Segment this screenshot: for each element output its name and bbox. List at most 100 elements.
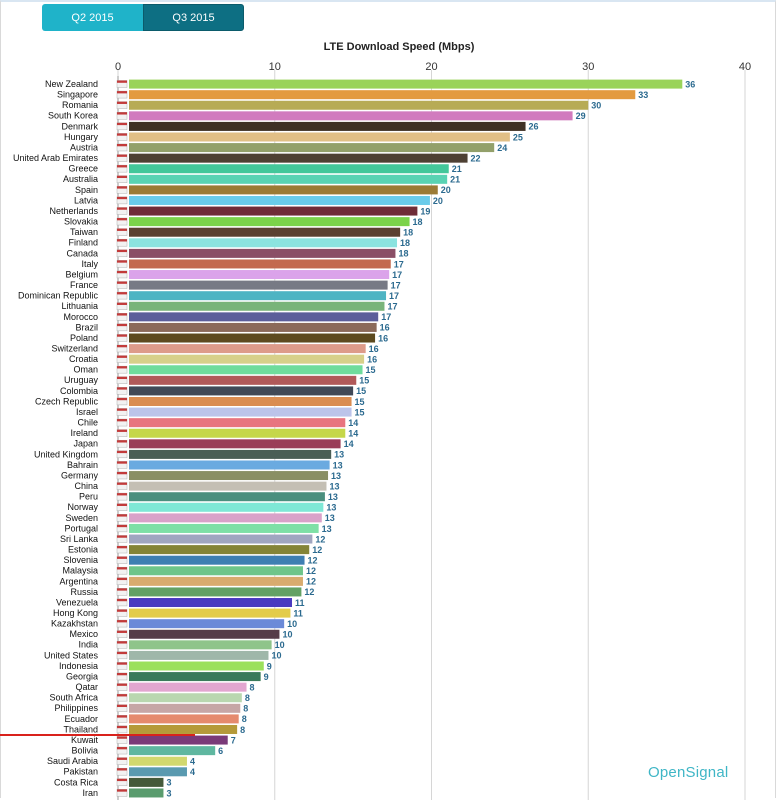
category-label: Malaysia — [62, 566, 98, 576]
flag-stripe-icon — [117, 408, 127, 411]
flag-stripe-icon — [117, 503, 127, 506]
bar — [129, 471, 329, 481]
flag-stripe-icon — [117, 725, 127, 729]
flag-stripe-icon — [117, 736, 127, 739]
bar — [129, 397, 352, 406]
category-label: Saudi Arabia — [47, 756, 98, 766]
bar — [129, 746, 216, 756]
data-label: 13 — [329, 481, 339, 491]
bar — [129, 566, 303, 576]
flag-stripe-icon — [117, 207, 127, 210]
data-label: 18 — [400, 238, 410, 248]
bar — [129, 100, 589, 110]
data-label: 15 — [359, 376, 369, 386]
category-label: Ireland — [70, 428, 98, 438]
flag-stripe-icon — [117, 366, 127, 369]
category-label: Kazakhstan — [51, 619, 98, 629]
category-label: Austria — [70, 142, 98, 152]
bar — [129, 650, 269, 660]
flag-stripe-icon — [117, 588, 127, 591]
flag-stripe-icon — [117, 715, 127, 718]
category-label: South Africa — [49, 693, 98, 703]
data-label: 12 — [308, 556, 318, 566]
flag-stripe-icon — [117, 747, 127, 750]
category-label: Qatar — [75, 682, 98, 692]
category-label: Poland — [70, 333, 98, 343]
bar — [129, 693, 242, 703]
data-label: 16 — [369, 344, 379, 354]
category-label: Argentina — [59, 576, 98, 586]
tab-q2-2015[interactable]: Q2 2015 — [42, 4, 143, 31]
category-label: New Zealand — [45, 79, 98, 89]
data-label: 17 — [389, 291, 399, 301]
flag-stripe-icon — [117, 704, 127, 708]
category-label: Sweden — [65, 513, 98, 523]
flag-stripe-icon — [117, 355, 127, 358]
data-label: 17 — [394, 259, 404, 269]
bar — [129, 682, 247, 692]
flag-stripe-icon — [117, 450, 127, 454]
category-label: Brazil — [75, 322, 98, 332]
period-tabs: Q2 2015 Q3 2015 — [42, 4, 244, 31]
bar — [129, 513, 322, 523]
category-label: Peru — [79, 492, 98, 502]
bar — [129, 534, 313, 544]
flag-stripe-icon — [117, 546, 127, 549]
category-label: Dominican Republic — [18, 291, 99, 301]
data-label: 17 — [392, 270, 402, 280]
data-label: 3 — [166, 788, 171, 798]
flag-stripe-icon — [117, 323, 127, 327]
data-label: 14 — [348, 429, 358, 439]
data-label: 13 — [325, 513, 335, 523]
data-label: 25 — [513, 132, 523, 142]
flag-stripe-icon — [117, 143, 127, 147]
x-tick-label: 30 — [582, 61, 594, 73]
bar — [129, 703, 241, 713]
flag-stripe-icon — [117, 376, 127, 380]
category-label: Netherlands — [49, 206, 98, 216]
category-label: Lithuania — [61, 301, 98, 311]
bar — [129, 460, 330, 470]
bar — [129, 291, 387, 301]
data-label: 22 — [471, 153, 481, 163]
bar — [129, 407, 352, 417]
flag-stripe-icon — [117, 471, 127, 475]
category-label: Australia — [63, 174, 98, 184]
flag-stripe-icon — [117, 228, 127, 231]
category-label: Sri Lanka — [60, 534, 98, 544]
bar — [129, 164, 449, 174]
flag-stripe-icon — [117, 80, 127, 83]
bar — [129, 449, 332, 459]
data-label: 18 — [403, 228, 413, 238]
flag-stripe-icon — [117, 524, 127, 528]
flag-stripe-icon — [117, 440, 127, 443]
data-label: 8 — [250, 682, 255, 692]
bar — [129, 629, 280, 639]
bar — [129, 386, 354, 396]
category-label: Croatia — [69, 354, 98, 364]
bar — [129, 174, 448, 184]
flag-stripe-icon — [117, 122, 127, 126]
flag-stripe-icon — [117, 165, 127, 168]
data-label: 36 — [685, 79, 695, 89]
data-label: 16 — [380, 323, 390, 333]
category-label: Colombia — [60, 386, 98, 396]
bar — [129, 132, 510, 142]
bar — [129, 280, 388, 290]
annotation-line — [0, 734, 195, 736]
opensignal-watermark: OpenSignal — [648, 764, 729, 781]
data-label: 12 — [312, 545, 322, 555]
bar — [129, 523, 319, 533]
data-label: 12 — [315, 534, 325, 544]
flag-stripe-icon — [117, 313, 127, 316]
bar — [129, 724, 238, 734]
flag-stripe-icon — [117, 482, 127, 485]
category-label: Mexico — [69, 629, 98, 639]
data-label: 33 — [638, 90, 648, 100]
data-label: 13 — [322, 524, 332, 534]
category-label: United Arab Emirates — [13, 153, 99, 163]
tab-q3-2015[interactable]: Q3 2015 — [143, 4, 244, 31]
bar — [129, 121, 526, 131]
data-label: 8 — [240, 725, 245, 735]
x-tick-label: 20 — [425, 61, 437, 73]
